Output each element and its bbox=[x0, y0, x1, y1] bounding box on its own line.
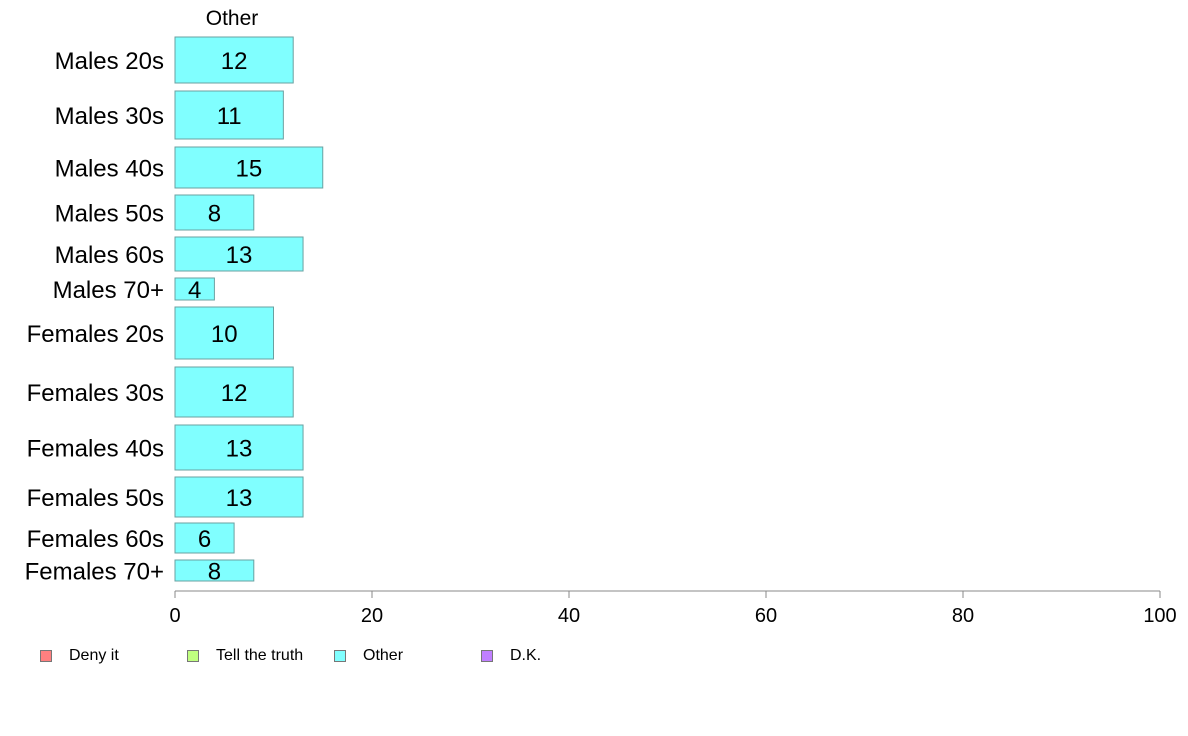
x-tick-label: 100 bbox=[1143, 605, 1176, 627]
x-axis: 0 20 40 60 80 100 bbox=[169, 590, 1177, 627]
bar-males-50s bbox=[174, 194, 255, 231]
bar-females-60s bbox=[174, 522, 235, 554]
bar-value-label: 6 bbox=[198, 526, 211, 553]
legend-swatch bbox=[334, 650, 346, 662]
legend-swatch bbox=[187, 650, 199, 662]
x-tick-label: 0 bbox=[169, 605, 180, 627]
legend-item-other: Other bbox=[334, 646, 403, 666]
legend-label: Tell the truth bbox=[216, 647, 304, 664]
bar-value-label: 12 bbox=[221, 48, 248, 75]
legend-item-dk: D.K. bbox=[481, 646, 541, 666]
bar-males-40s bbox=[174, 146, 324, 189]
category-label: Females 20s bbox=[27, 321, 164, 348]
panel-title: Other bbox=[206, 7, 259, 30]
bar-males-30s bbox=[174, 90, 284, 140]
bar-females-30s bbox=[174, 366, 294, 418]
bar-females-20s bbox=[174, 306, 274, 360]
bar-value-label: 11 bbox=[217, 103, 242, 130]
bar-value-label: 12 bbox=[221, 380, 248, 407]
x-tick-label: 60 bbox=[755, 605, 777, 627]
legend-item-deny-it: Deny it bbox=[40, 646, 119, 666]
category-label: Females 70+ bbox=[25, 559, 164, 586]
legend-label: D.K. bbox=[510, 647, 542, 664]
bar-value-label: 13 bbox=[226, 242, 253, 269]
category-label: Males 60s bbox=[55, 242, 164, 269]
category-label: Males 20s bbox=[55, 48, 164, 75]
category-label: Males 50s bbox=[55, 201, 164, 228]
bar-value-label: 13 bbox=[226, 485, 253, 512]
bar-males-60s bbox=[174, 236, 304, 272]
legend-item-tell-the-truth: Tell the truth bbox=[187, 646, 303, 666]
bar-males-70 bbox=[174, 277, 215, 301]
category-label: Females 40s bbox=[27, 436, 164, 463]
bar-value-label: 15 bbox=[236, 156, 263, 183]
category-label: Males 70+ bbox=[53, 277, 164, 304]
bar-value-label: 10 bbox=[211, 321, 238, 348]
bar-value-label: 8 bbox=[208, 201, 221, 228]
bar-value-label: 13 bbox=[226, 436, 253, 463]
bar-females-50s bbox=[174, 476, 304, 518]
category-label: Females 30s bbox=[27, 380, 164, 407]
category-label: Females 60s bbox=[27, 526, 164, 553]
legend-swatch bbox=[481, 650, 493, 662]
bar-value-label: 8 bbox=[208, 559, 221, 586]
bar-females-70 bbox=[174, 559, 255, 582]
bar-males-20s bbox=[174, 36, 294, 84]
x-tick-label: 80 bbox=[952, 605, 974, 627]
legend-swatch bbox=[40, 650, 52, 662]
category-label: Males 40s bbox=[55, 156, 164, 183]
x-tick-label: 40 bbox=[558, 605, 580, 627]
category-label: Males 30s bbox=[55, 103, 164, 130]
bar-value-label: 4 bbox=[188, 277, 201, 304]
legend-label: Other bbox=[363, 647, 404, 664]
legend-label: Deny it bbox=[69, 647, 119, 664]
category-label: Females 50s bbox=[27, 485, 164, 512]
bar-females-40s bbox=[174, 424, 304, 471]
x-tick-label: 20 bbox=[361, 605, 383, 627]
category-labels: Males 20s Males 30s Males 40s Males 50s Male… bbox=[25, 48, 164, 586]
